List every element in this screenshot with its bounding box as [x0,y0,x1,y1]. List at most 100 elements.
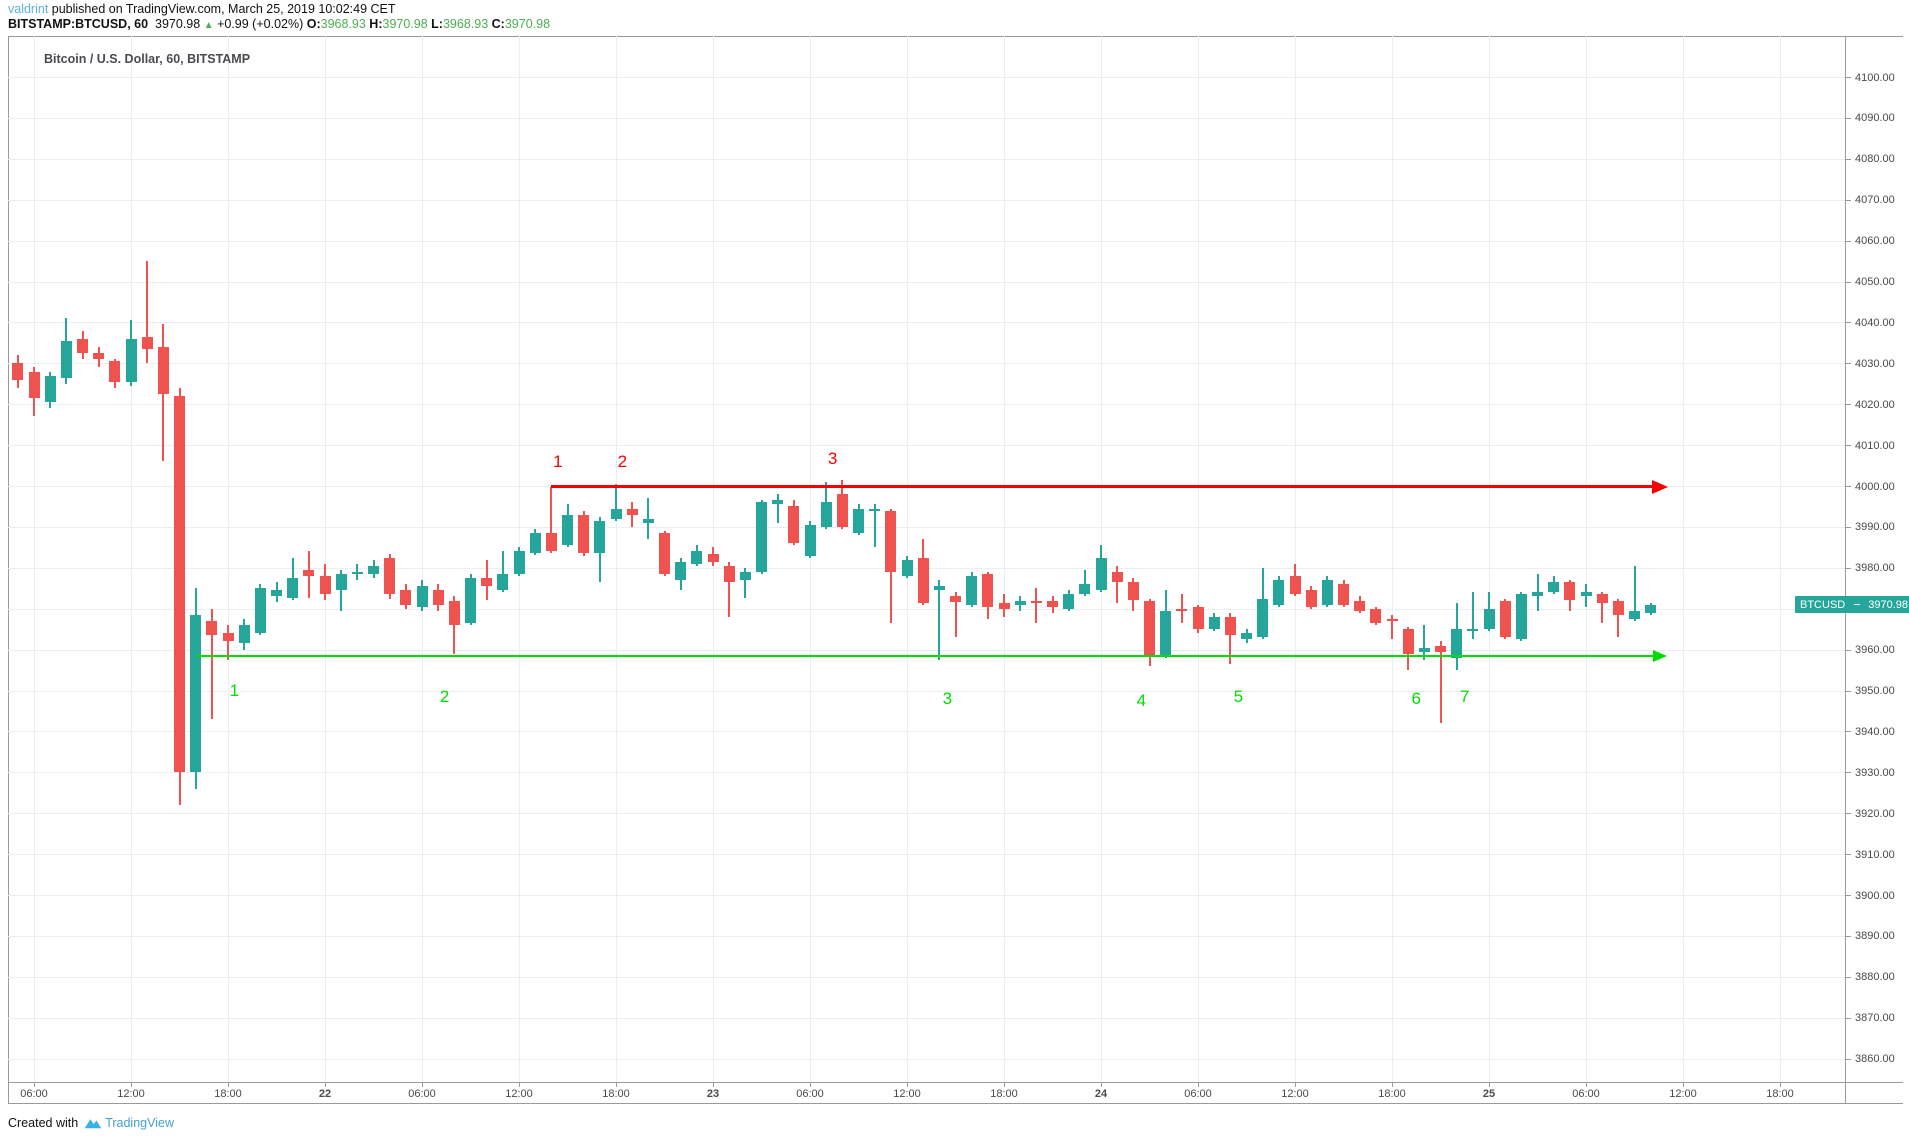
candle-body [1612,600,1624,615]
candle-body [125,338,137,382]
candle-body [254,588,266,634]
red-touch-number[interactable]: 3 [827,449,838,469]
candle-body [788,506,800,544]
grid-line-vertical [131,36,132,1082]
price-tick-label: 3990.00 [1855,521,1895,534]
green-touch-number[interactable]: 7 [1459,686,1470,706]
time-tick [810,1082,811,1087]
price-tick-label: 4000.00 [1855,480,1895,493]
candle-body [416,586,428,607]
candle-body [513,551,525,574]
grid-line-horizontal [8,649,1845,651]
candle-wick [1471,592,1474,640]
green-touch-number[interactable]: 1 [229,680,240,700]
time-tick-label: 18:00 [214,1088,242,1100]
price-axis[interactable]: 4100.00 4090.00 4080.00 4070.00 4060.00 4050.… [1845,36,1909,1103]
price-tag-symbol: BTCUSD [1800,598,1846,611]
last-price: 3970.98 [155,17,201,31]
candle-body [982,573,994,607]
price-tick [1845,445,1851,447]
low-label: L: [431,17,443,31]
candle-body [1047,600,1058,607]
time-tick-label: 18:00 [990,1088,1018,1100]
candle-body [1645,604,1657,613]
time-tick [422,1082,423,1087]
frame-left [8,36,9,1103]
price-tick-label: 3940.00 [1855,725,1895,738]
candle-body [836,494,848,527]
candle-body [1370,608,1382,623]
price-tick-label: 4070.00 [1855,194,1895,207]
grid-line-horizontal [8,199,1845,201]
candle-body [1257,598,1269,638]
candle-body [1467,629,1479,632]
grid-line-horizontal [8,772,1845,774]
grid-line-horizontal [8,690,1845,692]
grid-line-vertical [1004,36,1005,1082]
grid-line-vertical [1780,36,1781,1082]
time-axis[interactable]: 06:00 12:00 18:00 22 06:00 12:00 18:00 23 06:00 1… [8,1082,1845,1103]
time-tick [1586,1082,1587,1087]
candle-body [1451,629,1463,658]
candle-body [642,518,654,523]
candle-body [1224,616,1236,636]
high-label: H: [369,17,383,31]
time-tick-label: 12:00 [1669,1088,1697,1100]
candle-body [319,576,331,595]
price-tick [1845,854,1851,856]
candle-body [659,533,670,574]
candle-wick [615,484,617,521]
time-tick [131,1082,132,1087]
candle-wick [954,592,957,638]
red-touch-number[interactable]: 1 [553,451,563,471]
last-price-tag: BTCUSD 3970.98 [1795,596,1909,614]
green-touch-number[interactable]: 5 [1233,686,1244,706]
candle-body [109,361,121,382]
price-tick-label: 4100.00 [1855,71,1895,84]
candle-body [756,502,767,572]
time-tick-label: 12:00 [117,1088,145,1100]
grid-line-horizontal [8,935,1845,937]
author-link[interactable]: valdrint [8,2,49,16]
candle-wick [1423,625,1426,660]
time-tick [1004,1082,1005,1087]
candle-body [174,396,185,773]
time-tick [519,1082,520,1087]
candle-body [497,573,509,591]
time-tick-label: 12:00 [1281,1088,1309,1100]
time-tick [1489,1082,1490,1087]
candle-body [190,614,202,773]
price-tag-value: 3970.98 [1868,598,1908,611]
green-touch-number[interactable]: 2 [439,686,450,706]
price-tick-label: 4090.00 [1855,112,1895,125]
green-touch-number[interactable]: 4 [1136,690,1147,710]
red-trend-arrow-line[interactable] [551,485,1655,489]
candle-body [1499,600,1511,638]
candle-body [465,578,476,623]
price-tick-label: 4060.00 [1855,235,1895,248]
candle-wick [1536,573,1539,611]
candle-body [1127,582,1139,601]
time-tick [1295,1082,1296,1087]
price-tick [1845,976,1851,978]
candle-body [1192,606,1204,630]
grid-line-horizontal [8,404,1845,406]
green-touch-number[interactable]: 6 [1411,688,1421,708]
time-tick-label: 06:00 [20,1088,48,1100]
price-tick [1845,199,1851,201]
price-tick-label: 3960.00 [1855,644,1895,657]
price-tick-label: 4080.00 [1855,153,1895,166]
chart-plot-area[interactable]: 1 2 3 1 2 3 4 5 6 7 [8,36,1845,1082]
candle-body [1418,647,1430,652]
tradingview-link[interactable]: TradingView [105,1116,174,1130]
price-tick-label: 3890.00 [1855,930,1895,943]
candle-body [594,520,606,554]
green-trend-arrow-line[interactable] [195,654,1655,657]
candle-wick [728,561,731,617]
candle-wick [1116,565,1119,603]
candle-body [1596,594,1608,603]
red-touch-number[interactable]: 2 [617,451,628,471]
close-label: C: [491,17,505,31]
time-tick-label: 12:00 [893,1088,921,1100]
green-touch-number[interactable]: 3 [942,688,953,708]
